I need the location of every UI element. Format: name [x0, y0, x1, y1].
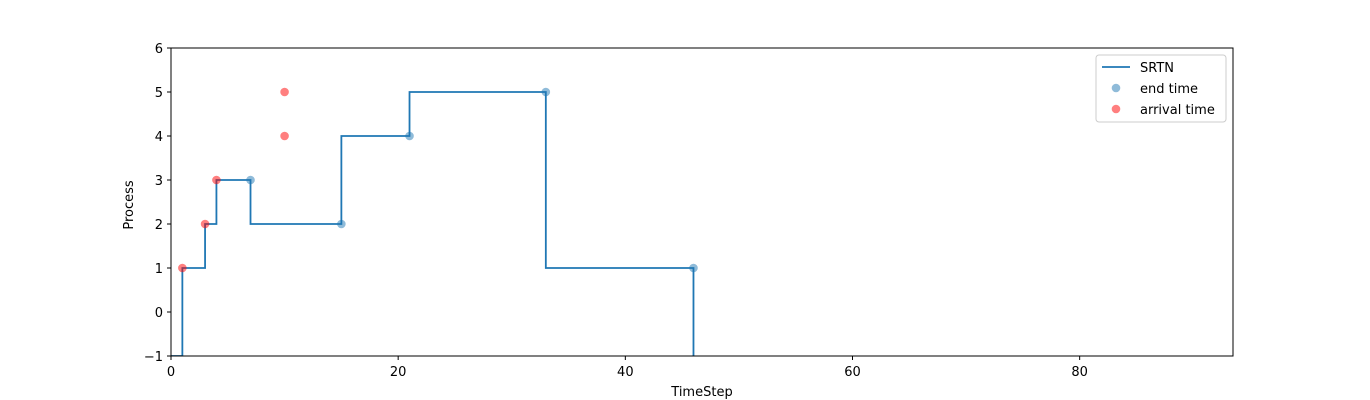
y-tick-label: 6	[155, 42, 163, 57]
point-arrival-time	[200, 219, 210, 229]
legend-marker-end-time	[1111, 83, 1121, 93]
y-tick-label: 1	[155, 262, 163, 277]
point-arrival-time	[280, 87, 289, 97]
x-tick-label: 0	[167, 365, 175, 380]
plot-area	[171, 87, 698, 356]
y-tick-label: 2	[155, 218, 163, 233]
y-tick-label: 3	[155, 174, 163, 189]
x-axis-label: TimeStep	[670, 385, 732, 400]
y-axis-label: Process	[122, 180, 137, 230]
legend-box	[1095, 54, 1227, 123]
y-axis: −1 0 1 2 3 4 5 6	[144, 42, 171, 365]
point-end-time	[689, 263, 698, 273]
x-tick-label: 20	[390, 365, 407, 380]
point-arrival-time	[178, 263, 187, 273]
y-tick-label: 4	[155, 130, 163, 145]
x-axis: 0 20 40 60 80	[167, 356, 1088, 380]
point-arrival-time	[212, 175, 221, 185]
point-end-time	[541, 87, 551, 97]
legend-marker-arrival-time	[1111, 104, 1121, 114]
series-line-srtn	[171, 91, 695, 356]
point-end-time	[405, 131, 414, 141]
x-tick-label: 60	[844, 365, 861, 380]
y-tick-label: −1	[144, 350, 163, 365]
legend-label-end-time: end time	[1140, 82, 1198, 97]
y-tick-label: 5	[155, 86, 163, 101]
legend: SRTN end time arrival time	[1095, 54, 1227, 123]
x-tick-label: 40	[617, 365, 634, 380]
point-end-time	[337, 219, 346, 229]
legend-label-arrival-time: arrival time	[1140, 103, 1215, 118]
legend-label-SRTN: SRTN	[1140, 61, 1174, 76]
point-end-time	[246, 175, 255, 185]
x-tick-label: 80	[1071, 365, 1088, 380]
point-arrival-time	[280, 131, 289, 141]
y-tick-label: 0	[155, 306, 163, 321]
axes-frame	[170, 47, 1234, 357]
